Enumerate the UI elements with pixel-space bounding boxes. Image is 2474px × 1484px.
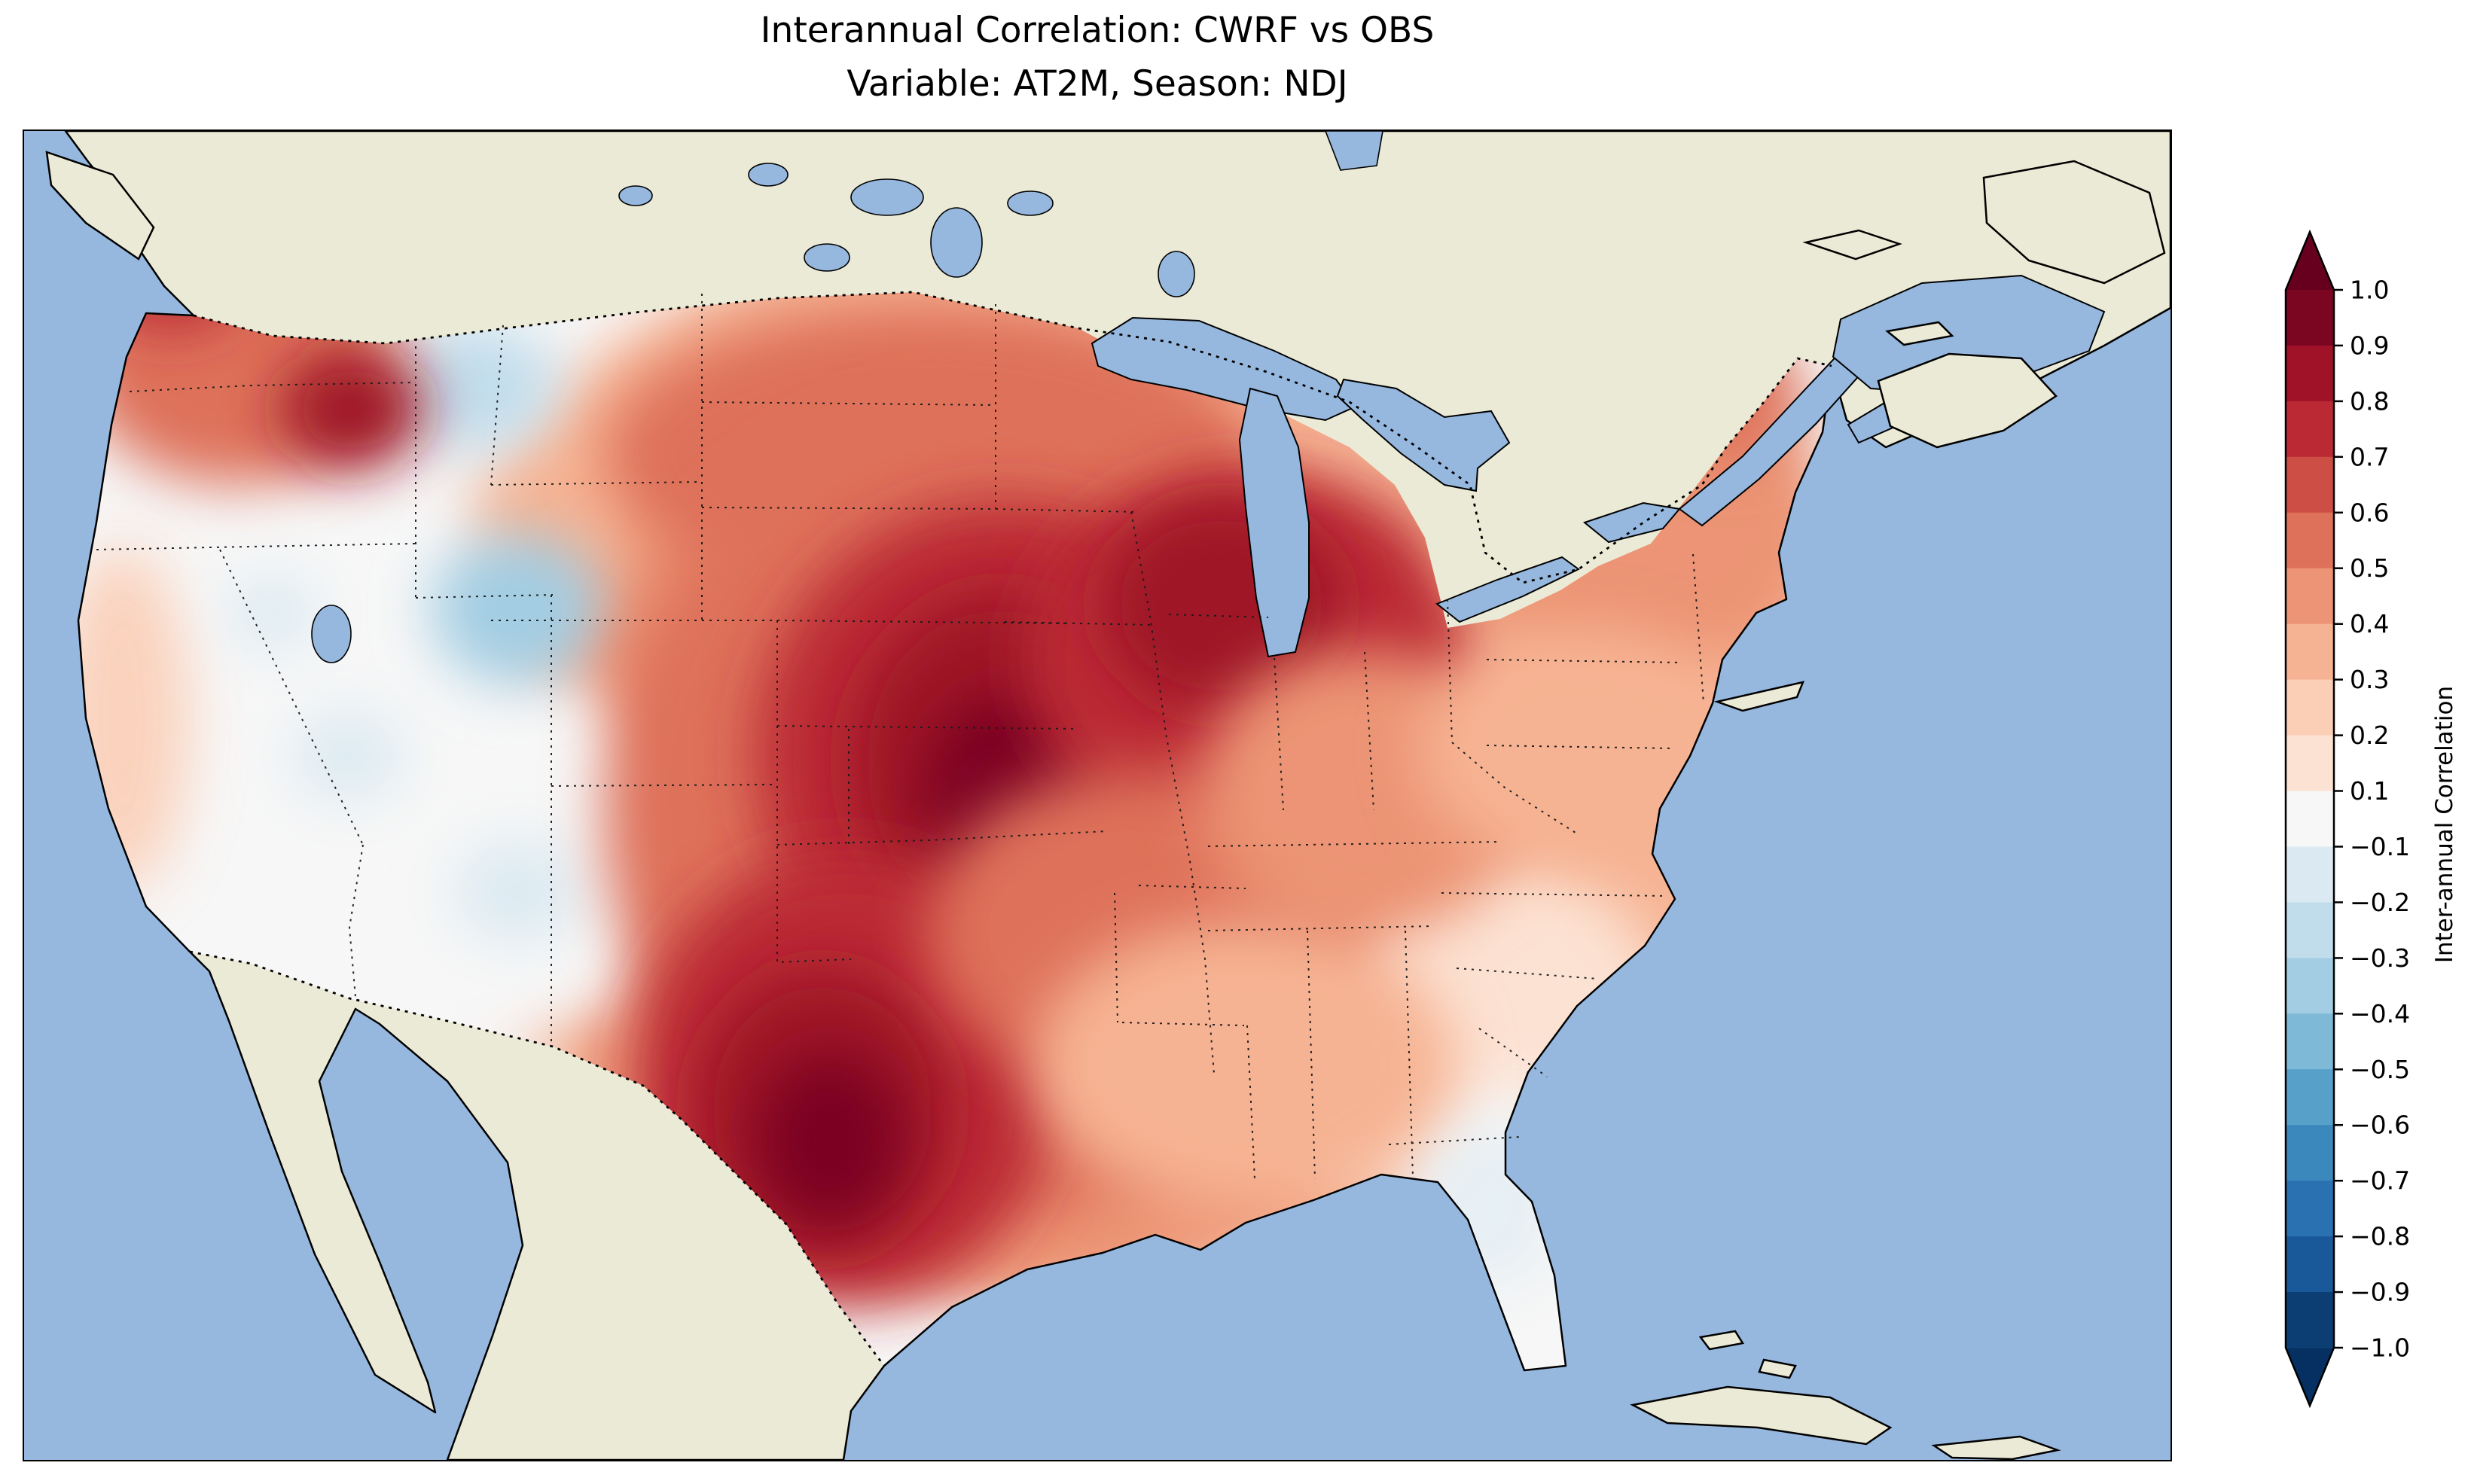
state-borders — [96, 294, 1704, 1180]
colorbar-tick-label: 0.7 — [2350, 442, 2389, 471]
colorbar-tick-label: 0.4 — [2350, 609, 2389, 638]
colorbar-tick-label: 1.0 — [2350, 276, 2389, 305]
colorbar-tick-marks — [2334, 288, 2343, 1349]
colorbar-tick-label: −0.7 — [2350, 1166, 2410, 1196]
map-axes — [23, 130, 2172, 1461]
canada-lake — [850, 178, 924, 216]
colorbar: 1.0 0.9 0.8 0.7 0.6 0.5 0.4 0.3 0.2 0.1 … — [2284, 229, 2410, 1409]
us-correlation-field — [78, 292, 1832, 1370]
prince-edward-island — [1885, 321, 1954, 346]
nova-scotia — [1877, 352, 2058, 449]
colorbar-bins — [2286, 290, 2334, 1348]
canada-lake — [618, 185, 653, 206]
cuba — [1630, 1385, 1893, 1446]
islands — [45, 151, 2166, 1460]
canada-lake — [748, 163, 789, 187]
bahamas-island — [1698, 1330, 1745, 1351]
colorbar-over-arrow — [2286, 232, 2334, 290]
us-mexico-border — [189, 950, 886, 1367]
lake-ontario — [1582, 501, 1681, 544]
james-bay — [1325, 131, 1383, 171]
colorbar-tick-label: −0.4 — [2350, 999, 2410, 1028]
coastline — [64, 131, 2170, 1460]
lake-winnipeg — [930, 207, 983, 278]
colorbar-axis-label: Inter-annual Correlation — [2431, 685, 2458, 964]
long-island — [1713, 681, 1805, 712]
colorbar-tick-label: 0.5 — [2350, 553, 2389, 583]
colorbar-tick-label: 0.2 — [2350, 721, 2389, 750]
newfoundland — [1982, 160, 2166, 285]
bahamas-island — [1758, 1358, 1797, 1379]
colorbar-tick-label: 0.9 — [2350, 331, 2389, 360]
lake-huron — [1336, 378, 1511, 492]
colorbar-tick-label: −0.1 — [2350, 832, 2410, 861]
lake-nipigon — [1158, 251, 1195, 297]
gulf-of-st-lawrence — [1832, 274, 2106, 395]
hispaniola — [1931, 1435, 2061, 1460]
lake-michigan — [1238, 387, 1310, 658]
colorbar-tick-label: −0.9 — [2350, 1278, 2410, 1307]
us-canada-border-lakes — [1078, 327, 1832, 584]
canada-lake — [804, 243, 850, 272]
great-salt-lake — [311, 605, 352, 663]
figure-title: Interannual Correlation: CWRF vs OBS Var… — [23, 5, 2172, 111]
colorbar-under-arrow — [2286, 1348, 2334, 1406]
colorbar-tick-label: −0.5 — [2350, 1055, 2410, 1084]
colorbar-tick-label: 0.1 — [2350, 776, 2389, 806]
colorbar-tick-label: −0.3 — [2350, 943, 2410, 973]
colorbar-tick-label: 0.8 — [2350, 386, 2389, 416]
canada-lake — [1007, 190, 1054, 216]
lake-superior — [1091, 316, 1357, 422]
vancouver-island — [45, 151, 155, 261]
lake-erie — [1435, 556, 1580, 623]
figure-title-line1: Interannual Correlation: CWRF vs OBS — [760, 10, 1435, 51]
colorbar-tick-labels: 1.0 0.9 0.8 0.7 0.6 0.5 0.4 0.3 0.2 0.1 … — [2350, 276, 2410, 1363]
colorbar-tick-label: −0.2 — [2350, 888, 2410, 917]
map-canvas — [24, 131, 2170, 1460]
colorbar-tick-label: 0.6 — [2350, 498, 2389, 527]
colorbar-tick-label: −0.8 — [2350, 1222, 2410, 1251]
anticosti-island — [1802, 229, 1902, 261]
colorbar-tick-label: 0.3 — [2350, 665, 2389, 694]
colorbar-tick-label: −1.0 — [2350, 1333, 2410, 1363]
colorbar-tick-label: −0.6 — [2350, 1111, 2410, 1140]
figure-title-line2: Variable: AT2M, Season: NDJ — [847, 62, 1348, 105]
